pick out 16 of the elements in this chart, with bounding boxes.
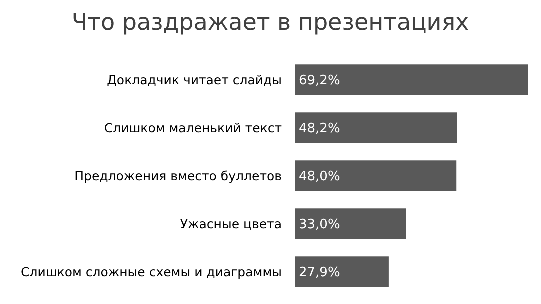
bar xyxy=(295,160,457,192)
data-label: 48,2% xyxy=(299,122,340,137)
data-label: 27,9% xyxy=(299,266,340,281)
bar xyxy=(295,208,406,240)
data-label: 69,2% xyxy=(299,74,340,89)
bar xyxy=(295,256,389,288)
data-label: 48,0% xyxy=(299,170,340,185)
bar xyxy=(295,112,458,144)
bar xyxy=(295,64,528,96)
y-tick-label: Ужасные цвета xyxy=(180,216,282,232)
y-tick-label: Предложения вместо буллетов xyxy=(74,168,282,184)
y-tick-label: Докладчик читает слайды xyxy=(107,72,282,88)
chart-title: Что раздражает в презентациях xyxy=(72,10,470,36)
y-tick-label: Слишком сложные схемы и диаграммы xyxy=(20,264,282,280)
y-tick-label: Слишком маленький текст xyxy=(104,120,282,136)
data-label: 33,0% xyxy=(299,218,340,233)
